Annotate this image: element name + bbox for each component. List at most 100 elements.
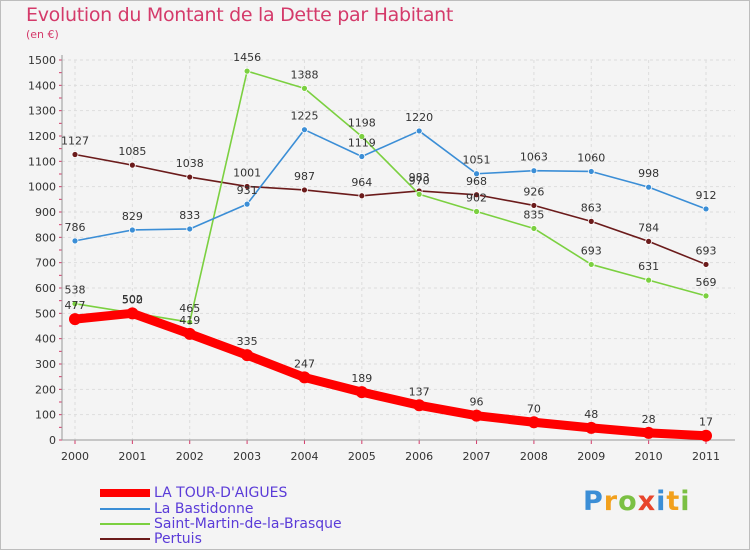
data-point <box>530 202 538 209</box>
proxiti-logo: Proxiti <box>583 486 691 517</box>
x-tick-label: 2004 <box>290 450 318 463</box>
data-label: 28 <box>642 413 656 426</box>
legend-item-la-bastidonne[interactable]: La Bastidonne <box>100 501 420 517</box>
y-tick-label: 900 <box>35 206 56 219</box>
data-label: 902 <box>466 191 487 204</box>
legend-swatch <box>100 508 150 510</box>
y-tick-label: 1300 <box>28 105 56 118</box>
legend-label: La Bastidonne <box>154 501 254 517</box>
logo-letter: t <box>666 486 681 517</box>
data-point <box>473 208 480 215</box>
data-label: 1388 <box>290 68 318 81</box>
data-label: 931 <box>237 184 258 197</box>
data-point <box>186 318 194 326</box>
data-point <box>355 386 368 399</box>
x-tick-label: 2006 <box>405 450 433 463</box>
data-point <box>128 226 136 234</box>
data-label: 1051 <box>463 154 491 167</box>
x-tick-label: 2002 <box>176 450 204 463</box>
x-tick-label: 2000 <box>61 450 89 463</box>
data-label: 912 <box>696 189 717 202</box>
y-tick-label: 1200 <box>28 130 56 143</box>
y-tick-label: 400 <box>35 333 56 346</box>
data-point <box>700 429 712 442</box>
legend-item-la-tour-d-aigues[interactable]: LA TOUR-D'AIGUES <box>100 485 420 501</box>
data-label: 693 <box>696 244 717 257</box>
data-label: 631 <box>638 260 659 273</box>
data-point <box>126 307 139 320</box>
data-label: 189 <box>351 372 372 385</box>
logo-letter: x <box>637 486 657 517</box>
logo-letter: r <box>603 486 619 517</box>
data-point <box>645 237 653 245</box>
y-tick-label: 500 <box>35 307 56 320</box>
y-tick-label: 1100 <box>28 155 56 168</box>
data-point <box>530 167 538 175</box>
data-label: 998 <box>638 167 659 180</box>
legend-swatch <box>100 538 150 540</box>
x-tick-label: 2011 <box>692 450 720 463</box>
logo-letter: i <box>656 486 667 517</box>
legend-swatch <box>100 489 150 497</box>
legend-swatch <box>100 523 150 525</box>
data-point <box>645 276 653 284</box>
data-label: 1198 <box>348 117 376 130</box>
y-tick-label: 700 <box>35 257 56 270</box>
data-point <box>473 191 480 199</box>
legend-item-pertuis[interactable]: Pertuis <box>100 531 420 547</box>
logo-letter: i <box>680 486 691 517</box>
data-label: 419 <box>179 314 200 327</box>
data-point <box>183 327 196 340</box>
data-label: 968 <box>466 175 487 188</box>
data-label: 137 <box>409 385 430 398</box>
data-label: 1038 <box>176 157 204 170</box>
data-point <box>301 84 308 92</box>
data-label: 538 <box>65 284 86 297</box>
data-point <box>243 183 251 190</box>
data-point <box>585 421 598 434</box>
data-point <box>645 183 653 191</box>
chart-title: Evolution du Montant de la Dette par Hab… <box>26 4 454 26</box>
y-tick-label: 200 <box>35 383 56 396</box>
legend-label: Saint-Martin-de-la-Brasque <box>154 516 342 532</box>
data-label: 833 <box>179 209 200 222</box>
data-label: 784 <box>638 221 659 234</box>
data-label: 70 <box>527 402 541 415</box>
data-point <box>186 173 194 181</box>
data-point <box>358 192 366 200</box>
y-tick-label: 1500 <box>28 54 56 67</box>
data-label: 1119 <box>348 137 376 150</box>
series-line <box>74 128 707 242</box>
data-point <box>470 409 483 422</box>
data-label: 569 <box>696 276 717 289</box>
data-label: 786 <box>65 221 86 234</box>
data-label: 1063 <box>520 151 548 164</box>
data-point <box>69 313 81 326</box>
data-label: 964 <box>351 176 372 189</box>
series-line <box>70 308 711 441</box>
data-point <box>702 205 710 213</box>
data-point <box>71 151 79 158</box>
plot-area <box>62 60 735 440</box>
y-tick-label: 0 <box>49 434 56 447</box>
series-line <box>74 70 707 324</box>
legend-item-saint-martin-de-la-brasque[interactable]: Saint-Martin-de-la-Brasque <box>100 516 420 532</box>
data-point <box>358 133 366 140</box>
data-label: 1127 <box>61 134 89 147</box>
data-point <box>71 300 79 308</box>
data-point <box>243 67 251 75</box>
data-label: 335 <box>237 335 258 348</box>
data-label: 693 <box>581 244 602 257</box>
data-label: 48 <box>584 408 598 421</box>
data-label: 1225 <box>290 110 318 123</box>
data-point <box>241 349 254 362</box>
data-point <box>473 170 480 178</box>
data-label: 829 <box>122 210 143 223</box>
data-point <box>301 186 308 194</box>
x-tick-label: 2009 <box>577 450 605 463</box>
data-point <box>702 292 710 300</box>
data-label: 1085 <box>118 145 146 158</box>
data-label: 247 <box>294 357 315 370</box>
data-point <box>298 371 311 384</box>
x-tick-label: 2003 <box>233 450 261 463</box>
